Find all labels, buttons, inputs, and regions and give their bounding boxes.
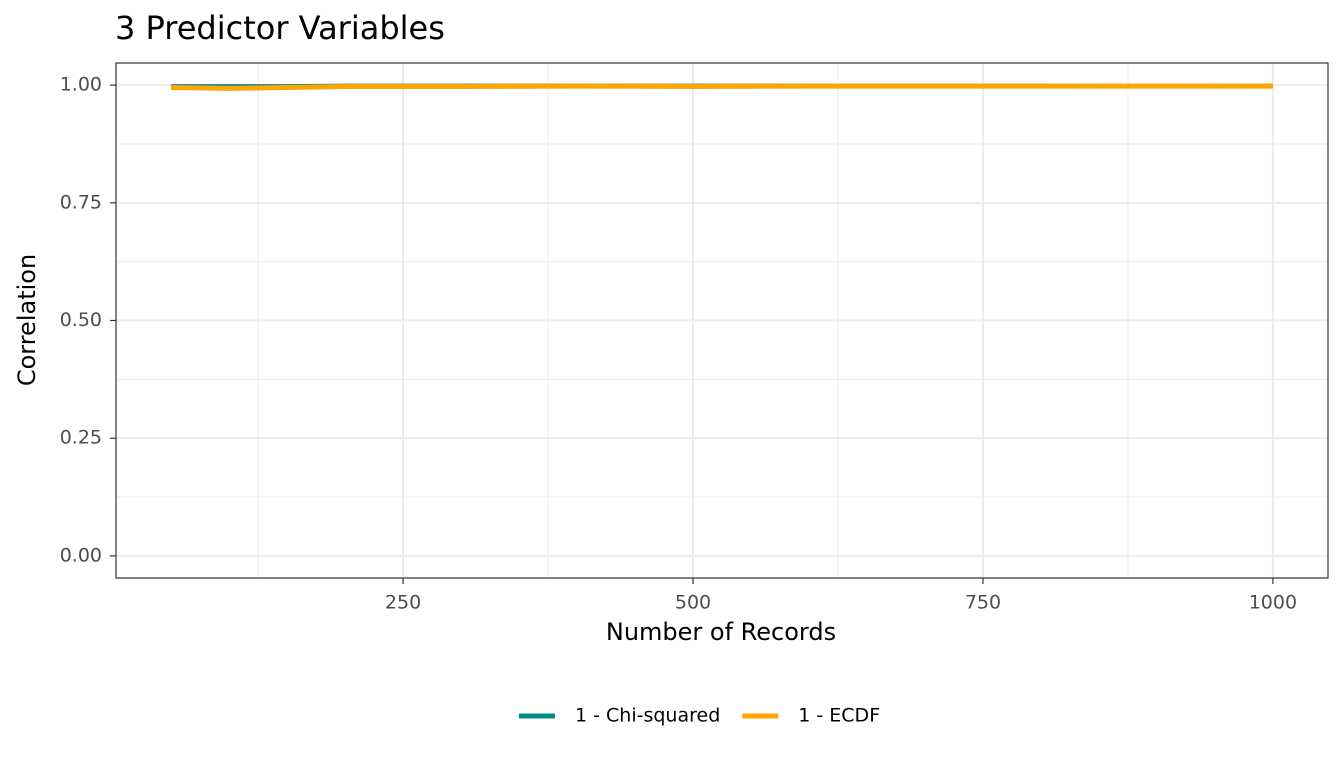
y-tick-label: 0.75	[60, 191, 102, 213]
legend-label: 1 - ECDF	[798, 705, 880, 727]
y-tick-label: 0.25	[60, 427, 102, 449]
x-tick-label: 1000	[1249, 592, 1297, 614]
axes: 250 500 750 1000 0.00 0.25 0.50 0.75 1.00	[60, 74, 1297, 614]
x-axis-label: Number of Records	[606, 618, 836, 646]
legend-label: 1 - Chi-squared	[575, 705, 720, 727]
y-axis-label: Correlation	[13, 254, 41, 386]
chart-title: 3 Predictor Variables	[115, 9, 445, 47]
legend: 1 - Chi-squared 1 - ECDF	[519, 705, 880, 727]
x-tick-label: 500	[675, 592, 711, 614]
x-tick-label: 250	[385, 592, 421, 614]
y-tick-label: 0.00	[60, 544, 102, 566]
series-line	[171, 83, 1273, 91]
y-tick-label: 0.50	[60, 309, 102, 331]
x-tick-label: 750	[965, 592, 1001, 614]
y-tick-label: 1.00	[60, 74, 102, 96]
grid	[116, 63, 1328, 578]
plot-area	[171, 83, 1273, 91]
